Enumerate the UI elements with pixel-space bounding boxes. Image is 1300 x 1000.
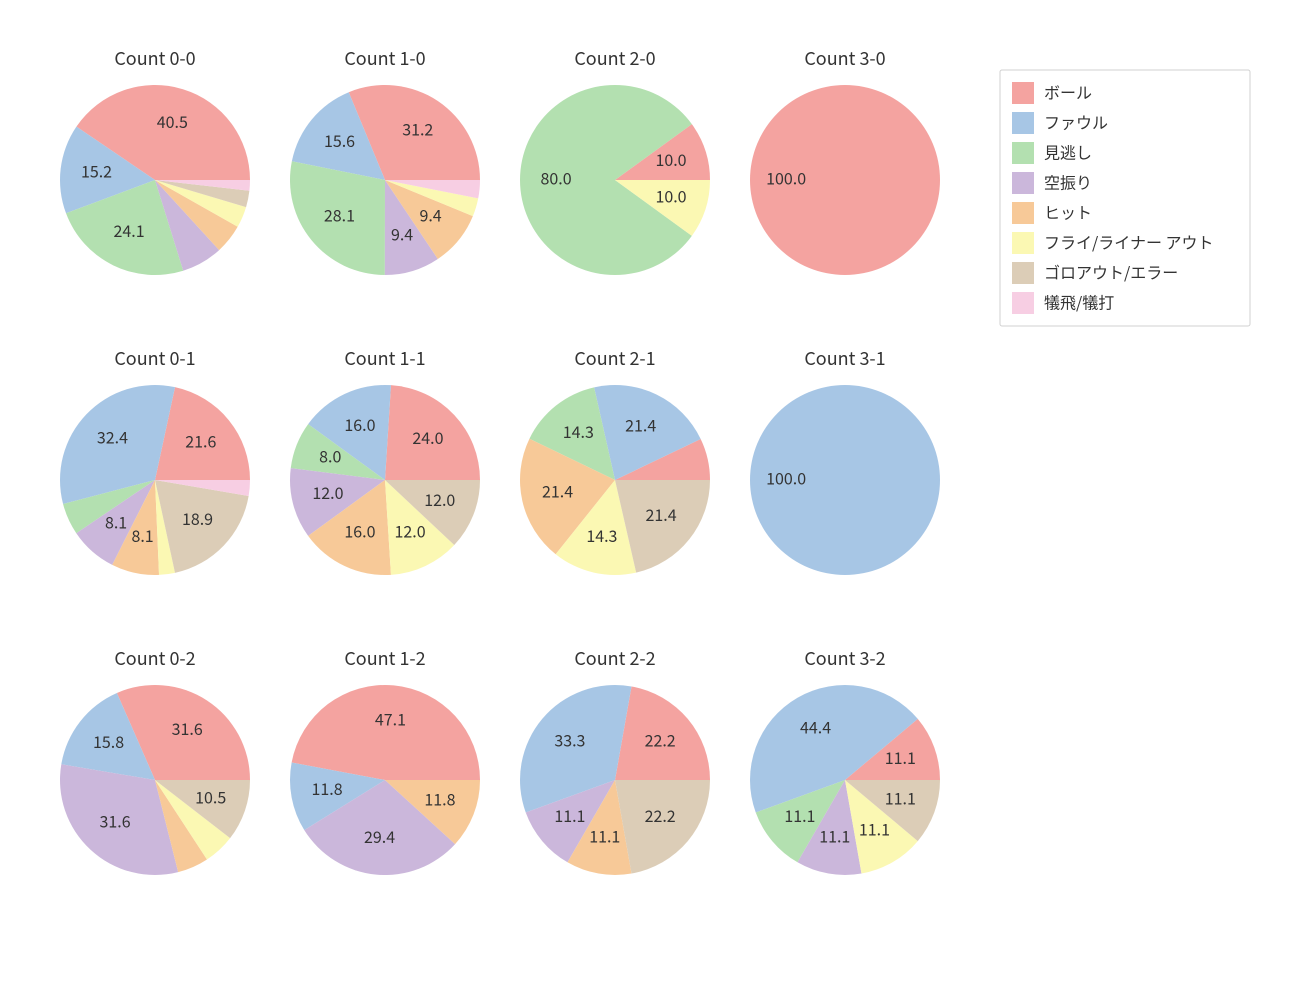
chart-title: Count 1-1 <box>344 345 425 371</box>
slice-label: 40.5 <box>157 109 188 133</box>
slice-label: 15.6 <box>324 128 355 152</box>
slice-label: 9.4 <box>391 222 413 246</box>
slice-label: 11.1 <box>554 803 585 827</box>
slice-label: 15.8 <box>93 729 124 753</box>
slice-label: 21.4 <box>625 412 656 436</box>
legend-label: ゴロアウト/エラー <box>1044 259 1178 283</box>
legend-label: 空振り <box>1044 169 1092 193</box>
pie-chart: Count 2-2 22.2 33.3 11.111.1 22.2 <box>520 645 710 875</box>
slice-label: 11.1 <box>885 785 916 809</box>
legend-label: 犠飛/犠打 <box>1044 289 1114 313</box>
slice-label: 21.4 <box>646 502 677 526</box>
pie-chart: Count 0-0 40.5 15.2 24.1 <box>60 45 250 275</box>
pie-slice <box>292 685 480 780</box>
slice-label: 8.0 <box>319 444 341 468</box>
slice-label: 11.1 <box>784 803 815 827</box>
chart-title: Count 2-2 <box>574 645 655 671</box>
pie-chart: Count 1-0 31.2 15.6 28.1 9.4 9.4 <box>290 45 480 275</box>
slice-label: 12.0 <box>312 480 343 504</box>
chart-title: Count 3-1 <box>804 345 885 371</box>
chart-title: Count 2-1 <box>574 345 655 371</box>
legend-swatch <box>1012 142 1034 164</box>
slice-label: 32.4 <box>97 425 128 449</box>
slice-label: 14.3 <box>563 419 594 443</box>
slice-label: 100.0 <box>766 465 806 489</box>
slice-label: 22.2 <box>645 803 676 827</box>
slice-label: 8.1 <box>131 523 153 547</box>
slice-label: 100.0 <box>766 165 806 189</box>
chart-title: Count 1-0 <box>344 45 425 71</box>
pie-chart: Count 1-2 47.1 11.8 29.4 11.8 <box>290 645 480 875</box>
chart-title: Count 1-2 <box>344 645 425 671</box>
slice-label: 28.1 <box>324 203 355 227</box>
pie-chart: Count 3-0 100.0 <box>750 45 940 275</box>
slice-label: 15.2 <box>81 158 112 182</box>
slice-label: 21.4 <box>542 478 573 502</box>
pie-grid-svg: Count 0-0 40.5 15.2 24.1 Count 1-0 31.2 15.6 28… <box>0 0 1300 1000</box>
legend-label: フライ/ライナー アウト <box>1044 229 1214 253</box>
slice-label: 24.1 <box>114 218 145 242</box>
slice-label: 18.9 <box>182 506 213 530</box>
slice-label: 33.3 <box>554 727 585 751</box>
slice-label: 11.1 <box>859 816 890 840</box>
pie-chart: Count 2-1 21.4 14.3 21.4 14.3 21.4 <box>520 345 710 575</box>
pie-chart: Count 2-0 10.0 80.0 10.0 <box>520 45 710 275</box>
legend-swatch <box>1012 82 1034 104</box>
chart-title: Count 0-1 <box>114 345 195 371</box>
slice-label: 8.1 <box>105 510 127 534</box>
slice-label: 10.0 <box>655 147 686 171</box>
slice-label: 21.6 <box>185 428 216 452</box>
slice-label: 11.8 <box>312 776 343 800</box>
legend-swatch <box>1012 292 1034 314</box>
slice-label: 11.1 <box>885 745 916 769</box>
chart-grid-container: Count 0-0 40.5 15.2 24.1 Count 1-0 31.2 15.6 28… <box>0 0 1300 1000</box>
slice-label: 31.6 <box>100 809 131 833</box>
legend-label: ボール <box>1044 79 1092 103</box>
slice-label: 11.1 <box>589 823 620 847</box>
pie-chart: Count 0-1 21.6 32.4 8.18.1 18.9 <box>60 345 250 575</box>
legend-frame <box>1000 70 1250 326</box>
slice-label: 22.2 <box>645 727 676 751</box>
legend-swatch <box>1012 112 1034 134</box>
legend-label: ヒット <box>1044 199 1092 223</box>
slice-label: 12.0 <box>395 519 426 543</box>
legend-swatch <box>1012 262 1034 284</box>
slice-label: 44.4 <box>800 714 831 738</box>
chart-title: Count 0-0 <box>114 45 195 71</box>
legend-label: ファウル <box>1044 109 1108 133</box>
slice-label: 11.8 <box>424 787 455 811</box>
slice-label: 16.0 <box>344 519 375 543</box>
legend-swatch <box>1012 172 1034 194</box>
pie-chart: Count 3-211.144.411.111.111.111.1 <box>750 645 940 875</box>
slice-label: 31.2 <box>402 116 433 140</box>
legend: ボールファウル見逃し空振りヒットフライ/ライナー アウトゴロアウト/エラー犠飛/… <box>1000 70 1250 326</box>
slice-label: 11.1 <box>819 823 850 847</box>
chart-title: Count 2-0 <box>574 45 655 71</box>
legend-label: 見逃し <box>1044 139 1092 163</box>
slice-label: 12.0 <box>424 487 455 511</box>
slice-label: 31.6 <box>172 716 203 740</box>
pie-chart: Count 1-124.016.08.012.016.012.012.0 <box>290 345 480 575</box>
slice-label: 47.1 <box>375 707 406 731</box>
pie-chart: Count 0-2 31.6 15.8 31.6 10.5 <box>60 645 250 875</box>
slice-label: 16.0 <box>344 412 375 436</box>
chart-title: Count 3-0 <box>804 45 885 71</box>
slice-label: 80.0 <box>541 165 572 189</box>
legend-swatch <box>1012 202 1034 224</box>
slice-label: 10.5 <box>195 784 226 808</box>
chart-title: Count 3-2 <box>804 645 885 671</box>
legend-swatch <box>1012 232 1034 254</box>
pie-chart: Count 3-1 100.0 <box>750 345 940 575</box>
slice-label: 29.4 <box>364 824 395 848</box>
slice-label: 9.4 <box>419 203 441 227</box>
slice-label: 14.3 <box>586 523 617 547</box>
chart-title: Count 0-2 <box>114 645 195 671</box>
slice-label: 24.0 <box>412 425 443 449</box>
slice-label: 10.0 <box>655 184 686 208</box>
